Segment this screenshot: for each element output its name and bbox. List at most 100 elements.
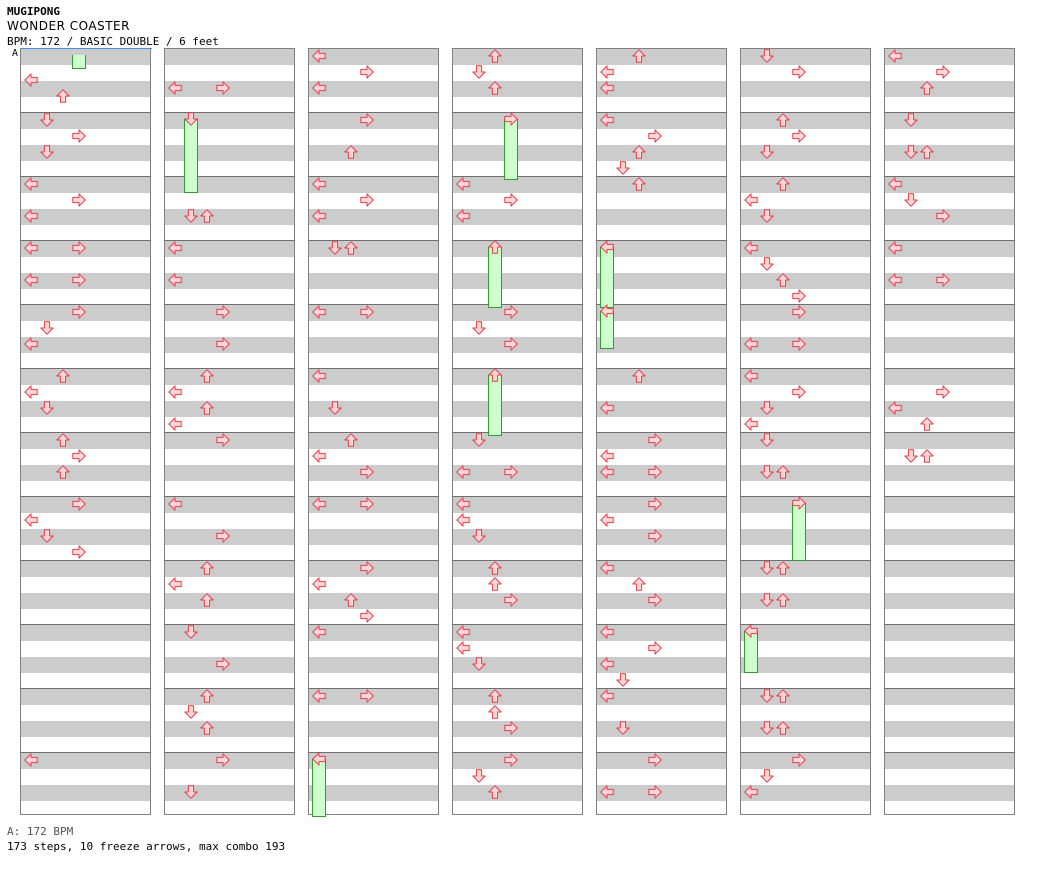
right-arrow-icon	[504, 721, 518, 735]
up-arrow-icon	[632, 49, 646, 63]
left-arrow-icon	[744, 785, 758, 799]
step-chart	[20, 48, 1015, 815]
down-arrow-icon	[328, 401, 342, 415]
measure-line	[885, 496, 1014, 497]
right-arrow-icon	[360, 305, 374, 319]
measure-line	[309, 240, 438, 241]
up-arrow-icon	[344, 593, 358, 607]
up-arrow-icon	[488, 49, 502, 63]
down-arrow-icon	[184, 625, 198, 639]
measure-line	[741, 112, 870, 113]
left-arrow-icon	[600, 401, 614, 415]
measure-line	[21, 560, 150, 561]
left-arrow-icon	[168, 81, 182, 95]
left-arrow-icon	[888, 273, 902, 287]
measure-line	[597, 176, 726, 177]
left-arrow-icon	[168, 273, 182, 287]
left-arrow-icon	[312, 689, 326, 703]
up-arrow-icon	[200, 689, 214, 703]
up-arrow-icon	[776, 113, 790, 127]
right-arrow-icon	[72, 305, 86, 319]
measure-line	[165, 368, 294, 369]
left-arrow-icon	[24, 73, 38, 87]
freeze-arrow-body	[600, 311, 614, 350]
up-arrow-icon	[776, 689, 790, 703]
up-arrow-icon	[776, 177, 790, 191]
measure-line	[21, 496, 150, 497]
right-arrow-icon	[360, 609, 374, 623]
measure-line	[885, 432, 1014, 433]
measure-line	[885, 240, 1014, 241]
right-arrow-icon	[360, 113, 374, 127]
freeze-arrow-body	[504, 119, 518, 180]
right-arrow-icon	[216, 753, 230, 767]
right-arrow-icon	[504, 593, 518, 607]
left-arrow-icon	[600, 65, 614, 79]
measure-line	[885, 368, 1014, 369]
right-arrow-icon	[216, 305, 230, 319]
down-arrow-icon	[760, 465, 774, 479]
right-arrow-icon	[72, 241, 86, 255]
left-arrow-icon	[24, 273, 38, 287]
freeze-up-arrow-icon	[488, 368, 502, 382]
measure-line	[885, 752, 1014, 753]
measure-line	[309, 560, 438, 561]
up-arrow-icon	[920, 145, 934, 159]
down-arrow-icon	[760, 49, 774, 63]
right-arrow-icon	[360, 497, 374, 511]
measure-line	[309, 304, 438, 305]
up-arrow-icon	[632, 145, 646, 159]
right-arrow-icon	[648, 433, 662, 447]
measure-line	[741, 752, 870, 753]
left-arrow-icon	[600, 513, 614, 527]
up-arrow-icon	[920, 81, 934, 95]
down-arrow-icon	[472, 769, 486, 783]
left-arrow-icon	[24, 241, 38, 255]
freeze-arrow-body	[312, 759, 326, 817]
up-arrow-icon	[920, 417, 934, 431]
up-arrow-icon	[344, 145, 358, 159]
up-arrow-icon	[488, 577, 502, 591]
measure-line	[165, 240, 294, 241]
right-arrow-icon	[792, 129, 806, 143]
left-arrow-icon	[600, 113, 614, 127]
right-arrow-icon	[648, 465, 662, 479]
measure-line	[21, 304, 150, 305]
chart-column	[20, 48, 151, 815]
left-arrow-icon	[456, 465, 470, 479]
right-arrow-icon	[504, 305, 518, 319]
left-arrow-icon	[312, 49, 326, 63]
down-arrow-icon	[472, 529, 486, 543]
left-arrow-icon	[456, 641, 470, 655]
up-arrow-icon	[344, 241, 358, 255]
bpm-legend: A: 172 BPM	[7, 825, 74, 838]
right-arrow-icon	[936, 65, 950, 79]
measure-line	[741, 368, 870, 369]
freeze-arrow-body	[744, 631, 758, 673]
right-arrow-icon	[360, 561, 374, 575]
measure-line	[597, 240, 726, 241]
left-arrow-icon	[456, 209, 470, 223]
up-arrow-icon	[56, 369, 70, 383]
right-arrow-icon	[72, 273, 86, 287]
right-arrow-icon	[648, 497, 662, 511]
freeze-arrow-body	[488, 375, 502, 436]
down-arrow-icon	[40, 401, 54, 415]
right-arrow-icon	[792, 289, 806, 303]
left-arrow-icon	[24, 513, 38, 527]
left-arrow-icon	[312, 177, 326, 191]
right-arrow-icon	[72, 193, 86, 207]
chart-column	[884, 48, 1015, 815]
down-arrow-icon	[472, 65, 486, 79]
left-arrow-icon	[600, 561, 614, 575]
up-arrow-icon	[200, 369, 214, 383]
artist-name: MUGIPONG	[7, 5, 60, 18]
measure-line	[453, 496, 582, 497]
down-arrow-icon	[760, 401, 774, 415]
down-arrow-icon	[760, 561, 774, 575]
left-arrow-icon	[888, 49, 902, 63]
measure-line	[885, 304, 1014, 305]
measure-line	[741, 240, 870, 241]
right-arrow-icon	[72, 129, 86, 143]
measure-line	[885, 624, 1014, 625]
